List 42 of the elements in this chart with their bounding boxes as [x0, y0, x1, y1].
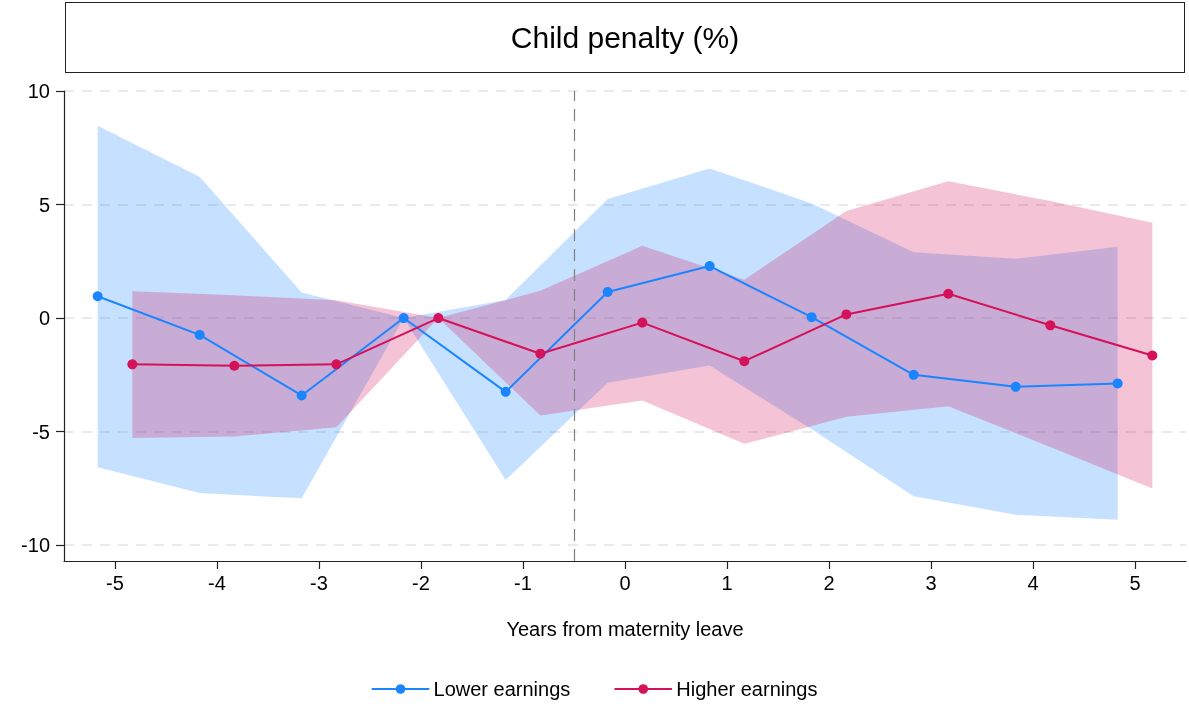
point — [841, 309, 852, 320]
y-tick-label: -5 — [32, 420, 50, 443]
x-tick-label: 2 — [823, 572, 835, 594]
x-tick-label: -2 — [412, 572, 430, 594]
y-tick-label: 10 — [27, 80, 50, 102]
y-tick-label: 5 — [38, 193, 50, 216]
point — [602, 286, 613, 297]
point — [229, 360, 240, 371]
point — [637, 317, 648, 328]
x-tick-label: 5 — [1129, 572, 1141, 594]
point — [806, 312, 817, 323]
x-tick-label: -4 — [208, 572, 226, 594]
x-tick-label: 4 — [1027, 572, 1039, 594]
legend-label: Lower earnings — [433, 678, 571, 700]
point — [194, 329, 205, 340]
point — [739, 356, 750, 367]
x-tick-label: -3 — [310, 572, 328, 594]
point — [398, 313, 409, 324]
chart-title: Child penalty (%) — [510, 20, 740, 55]
x-tick-label: -1 — [514, 572, 532, 594]
point — [535, 348, 546, 359]
point — [1045, 320, 1056, 331]
point — [1112, 378, 1123, 389]
x-tick-label: 1 — [721, 572, 733, 594]
point — [1147, 350, 1158, 361]
x-axis-title: Years from maternity leave — [506, 618, 744, 640]
x-tick-label: 3 — [925, 572, 937, 594]
x-tick-label: 0 — [619, 572, 631, 594]
point — [433, 313, 444, 324]
point — [500, 386, 511, 397]
point — [92, 291, 103, 302]
x-tick-label: -5 — [106, 572, 124, 594]
point — [704, 261, 715, 272]
legend-label: Higher earnings — [676, 678, 818, 700]
point — [127, 359, 138, 370]
point — [1010, 381, 1021, 392]
point — [331, 359, 342, 370]
point — [296, 390, 307, 401]
point — [908, 369, 919, 380]
y-tick-label: 0 — [38, 307, 50, 330]
point — [943, 288, 954, 299]
y-tick-label: -10 — [21, 534, 50, 557]
